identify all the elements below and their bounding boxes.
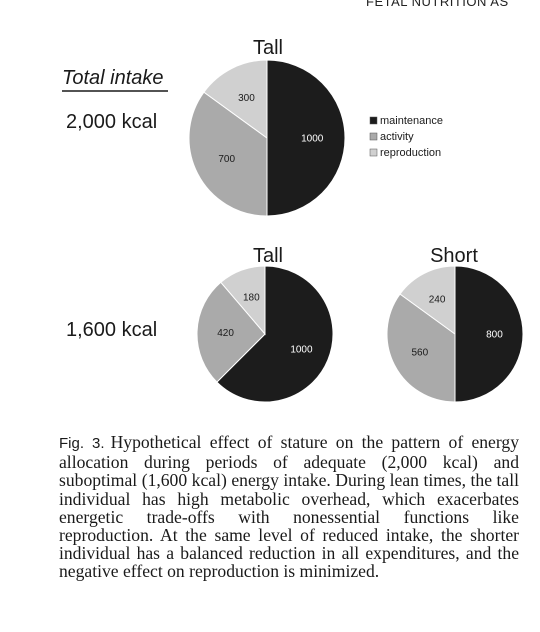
legend-swatch-activity (369, 132, 378, 141)
legend-label-activity: activity (380, 131, 414, 143)
pie-tall-2000: 1000 700 300 (188, 59, 346, 217)
legend: maintenance activity reproduction (369, 115, 443, 159)
pie-slice-reproduction (203, 59, 268, 139)
pie-title-short-1600: Short (430, 245, 478, 267)
pie-tall-1600: 1000 420 180 (196, 265, 334, 403)
pie-slice-reproduction (220, 265, 266, 336)
pie-slice-activity (386, 293, 456, 403)
legend-label-maintenance: maintenance (380, 115, 443, 127)
pie-value-label: 800 (486, 330, 503, 341)
total-intake-label: Total intake (62, 67, 164, 89)
row-label-1600: 1,600 kcal (66, 319, 157, 341)
pie-value-label: 240 (429, 294, 446, 305)
pie-value-label: 1000 (290, 345, 313, 356)
pie-value-label: 560 (412, 347, 429, 358)
pie-value-label: 1000 (301, 134, 324, 145)
pie-slice-maintenance (266, 59, 346, 217)
pie-title-tall-1600: Tall (253, 245, 283, 267)
running-header: FETAL NUTRITION AS (366, 0, 509, 9)
pie-slice-activity (188, 91, 268, 217)
pie-value-label: 300 (238, 93, 255, 104)
pie-value-label: 700 (218, 154, 235, 165)
pie-title-tall-2000: Tall (253, 37, 283, 59)
caption-text: Hypothetical effect of stature on the pa… (59, 432, 520, 582)
figure: Total intake 2,000 kcal 1,600 kcal Tall … (62, 37, 524, 403)
legend-swatch-reproduction (369, 148, 378, 157)
pie-value-label: 180 (243, 292, 260, 303)
caption-label: Fig. 3. (59, 435, 105, 452)
pie-slice-reproduction (399, 265, 456, 335)
pie-slice-maintenance (216, 265, 334, 403)
pie-slice-activity (196, 281, 266, 383)
row-label-2000: 2,000 kcal (66, 111, 157, 133)
legend-label-reproduction: reproduction (380, 147, 441, 159)
pie-value-label: 420 (217, 328, 234, 339)
pie-slice-maintenance (454, 265, 524, 403)
pie-short-1600: 800 560 240 (386, 265, 524, 403)
figure-caption: Fig. 3. Hypothetical effect of stature on… (59, 433, 519, 581)
legend-swatch-maintenance (369, 116, 378, 125)
